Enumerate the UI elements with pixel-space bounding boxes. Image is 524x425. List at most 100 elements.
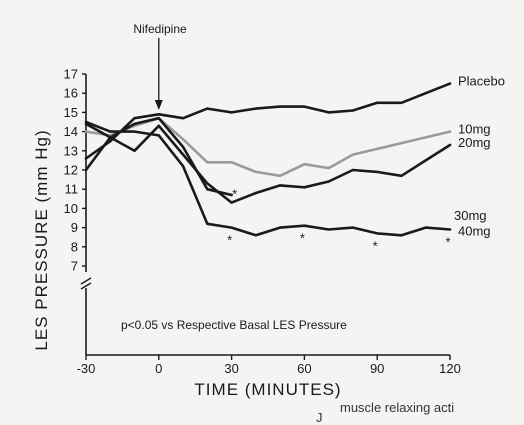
y-tick-label: 16 [64,86,78,101]
significance-star: * [232,187,237,202]
series-line-40mg [84,120,452,237]
data-point-40mg [376,232,379,235]
data-point-placebo [376,101,379,105]
series-label-20mg: 20mg [458,135,491,150]
text-layer: LES PRESSURE (mm Hg) TIME (MINUTES) Nife… [32,22,505,425]
data-point-20mg [376,170,379,174]
data-point-20mg [351,168,355,172]
data-point-placebo [278,105,282,108]
y-tick-label: 14 [64,124,78,139]
series-label-placebo: Placebo [458,74,505,89]
data-point-40mg [448,228,452,231]
y-tick-label: 17 [64,67,78,82]
significance-star: * [300,231,305,246]
data-point-placebo [424,92,427,95]
data-point-30mg [157,116,160,120]
data-point-40mg [327,228,330,231]
data-point-10mg [230,161,233,164]
data-point-10mg [351,153,355,156]
series-label-10mg: 10mg [458,122,491,137]
y-axis-title: LES PRESSURE (mm Hg) [32,129,51,350]
series-label-30mg: 30mg [454,208,487,223]
data-point-20mg [448,143,452,147]
data-point-40mg [230,226,233,229]
data-point-placebo [84,157,88,160]
y-tick-label: 10 [64,201,78,216]
data-point-10mg [424,136,427,139]
x-tick-label: 90 [370,361,384,376]
data-point-40mg [206,222,209,225]
data-point-20mg [303,186,306,189]
data-point-20mg [157,124,160,128]
x-tick-label: 60 [297,361,311,376]
data-point-10mg [181,138,185,141]
data-point-10mg [84,130,88,133]
data-point-40mg [424,226,427,229]
x-tick-label: -30 [77,361,96,376]
data-point-10mg [376,147,379,151]
y-tick-label: 12 [64,163,78,178]
data-point-placebo [206,107,209,110]
series-line-placebo [84,82,452,160]
data-point-40mg [278,226,282,229]
significance-star: * [373,238,378,253]
y-tick-label: 8 [71,239,78,254]
data-point-40mg [254,234,258,237]
data-point-20mg [230,201,233,204]
x-tick-label: 120 [439,361,461,376]
data-point-10mg [254,170,258,174]
data-point-20mg [278,184,282,187]
data-point-30mg [206,188,209,191]
data-point-40mg [400,234,403,237]
data-point-40mg [109,130,112,133]
x-tick-label: 30 [224,361,238,376]
y-tick-label: 13 [64,143,78,158]
data-point-placebo [327,111,330,114]
data-point-40mg [351,226,355,229]
y-tick-label: 15 [64,105,78,120]
data-point-20mg [327,180,330,183]
data-point-placebo [400,101,403,105]
series-line-10mg [84,116,452,178]
y-tick-label: 11 [65,182,79,197]
significance-star: * [445,235,450,250]
data-point-30mg [230,193,233,197]
data-point-20mg [206,182,209,185]
data-point-placebo [109,140,112,143]
data-point-20mg [133,149,136,152]
x-tick-label: 0 [155,361,162,376]
y-axis-break [80,277,92,290]
data-point-40mg [181,164,185,168]
data-point-placebo [133,116,136,120]
data-point-placebo [254,107,258,110]
series-label-40mg: 40mg [458,223,491,238]
data-point-20mg [254,191,258,195]
data-point-30mg [109,136,112,139]
significance-note: p<0.05 vs Respective Basal LES Pressure [121,318,347,332]
series-layer [84,82,452,237]
data-point-10mg [448,130,452,133]
data-point-placebo [448,82,452,85]
significance-star: * [227,233,232,248]
y-tick-label: 9 [71,220,78,235]
data-point-40mg [157,134,160,137]
data-point-40mg [133,130,136,133]
data-point-30mg [84,168,88,172]
nifedipine-annotation: Nifedipine [133,22,187,36]
data-point-30mg [181,145,185,149]
data-point-20mg [181,153,185,156]
data-point-placebo [351,109,355,112]
data-point-40mg [303,224,306,227]
series-line-20mg [84,122,452,204]
data-point-10mg [400,141,403,145]
data-point-10mg [278,174,282,177]
data-point-placebo [181,116,185,120]
data-point-30mg [133,122,136,126]
axes-layer [80,38,451,360]
data-point-20mg [424,159,427,162]
data-point-20mg [400,174,403,177]
data-point-10mg [303,163,306,166]
footer-bracket: J [316,410,323,425]
